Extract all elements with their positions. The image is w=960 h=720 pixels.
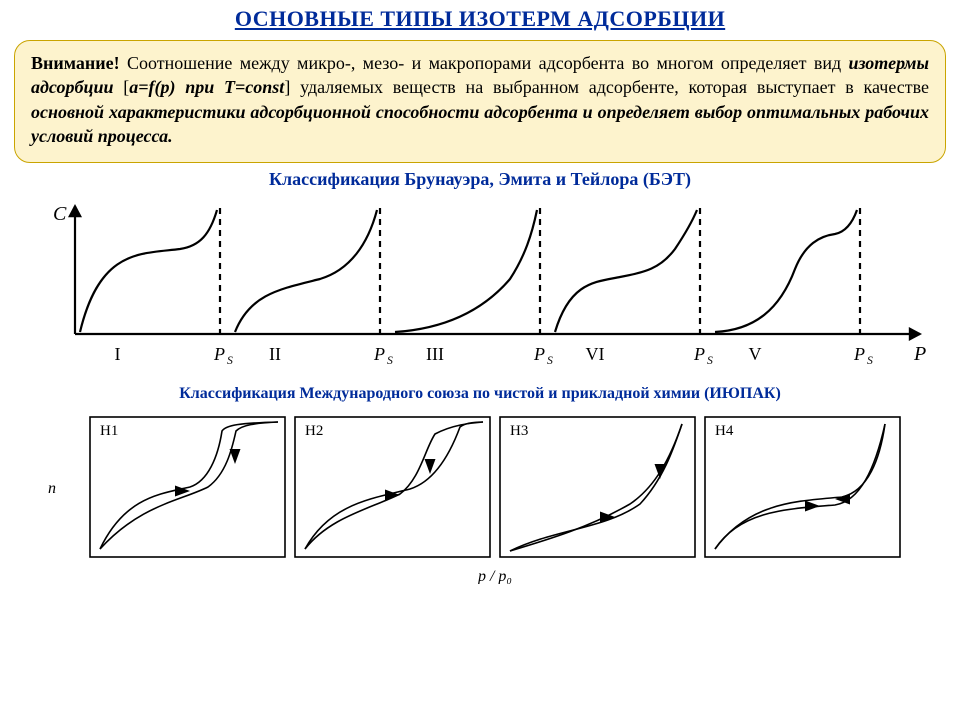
- svg-text:VI: VI: [586, 344, 605, 364]
- svg-text:C: C: [53, 203, 67, 225]
- svg-text:S: S: [547, 354, 553, 367]
- bet-chart: CPIPSIIPSIIIPSVIPSVPS: [20, 194, 940, 379]
- svg-text:S: S: [707, 354, 713, 367]
- svg-text:P: P: [693, 344, 705, 364]
- svg-text:II: II: [269, 344, 281, 364]
- svg-text:P: P: [853, 344, 865, 364]
- svg-text:H4: H4: [715, 423, 734, 439]
- attention-box: Внимание! Соотношение между микро-, мезо…: [14, 40, 946, 163]
- info-part1: Соотношение между микро-, мезо- и макроп…: [120, 53, 849, 73]
- svg-text:S: S: [867, 354, 873, 367]
- iupac-chart: n p / p₀ H1 H2 H3 H4: [30, 409, 930, 589]
- info-formula: a=f(p) при T=const: [129, 77, 284, 97]
- bet-svg: CPIPSIIPSIIIPSVIPSVPS: [20, 194, 940, 374]
- svg-text:n: n: [48, 480, 56, 497]
- bet-subtitle: Классификация Брунауэра, Эмита и Тейлора…: [14, 169, 946, 190]
- svg-text:H3: H3: [510, 423, 528, 439]
- svg-text:P: P: [213, 344, 225, 364]
- svg-text:p / p₀: p / p₀: [477, 568, 512, 584]
- svg-text:I: I: [115, 344, 121, 364]
- svg-text:P: P: [913, 343, 926, 365]
- info-part2: ] удаляемых веществ на выбранном адсорбе…: [284, 77, 929, 97]
- info-bracket: [: [114, 77, 130, 97]
- iupac-svg: n p / p₀ H1 H2 H3 H4: [30, 409, 930, 584]
- info-ital2: основной характеристики адсорбционной сп…: [31, 102, 929, 146]
- page-title: ОСНОВНЫЕ ТИПЫ ИЗОТЕРМ АДСОРБЦИИ: [14, 6, 946, 32]
- svg-text:V: V: [749, 344, 762, 364]
- svg-text:S: S: [387, 354, 393, 367]
- svg-text:H2: H2: [305, 423, 323, 439]
- svg-text:P: P: [533, 344, 545, 364]
- svg-text:S: S: [227, 354, 233, 367]
- attention-lead: Внимание!: [31, 53, 120, 73]
- iupac-subtitle: Классификация Международного союза по чи…: [14, 385, 946, 403]
- svg-text:P: P: [373, 344, 385, 364]
- svg-text:III: III: [426, 344, 444, 364]
- svg-text:H1: H1: [100, 423, 118, 439]
